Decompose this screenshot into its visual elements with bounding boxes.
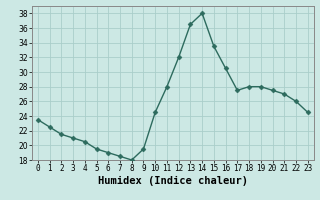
X-axis label: Humidex (Indice chaleur): Humidex (Indice chaleur) [98, 176, 248, 186]
